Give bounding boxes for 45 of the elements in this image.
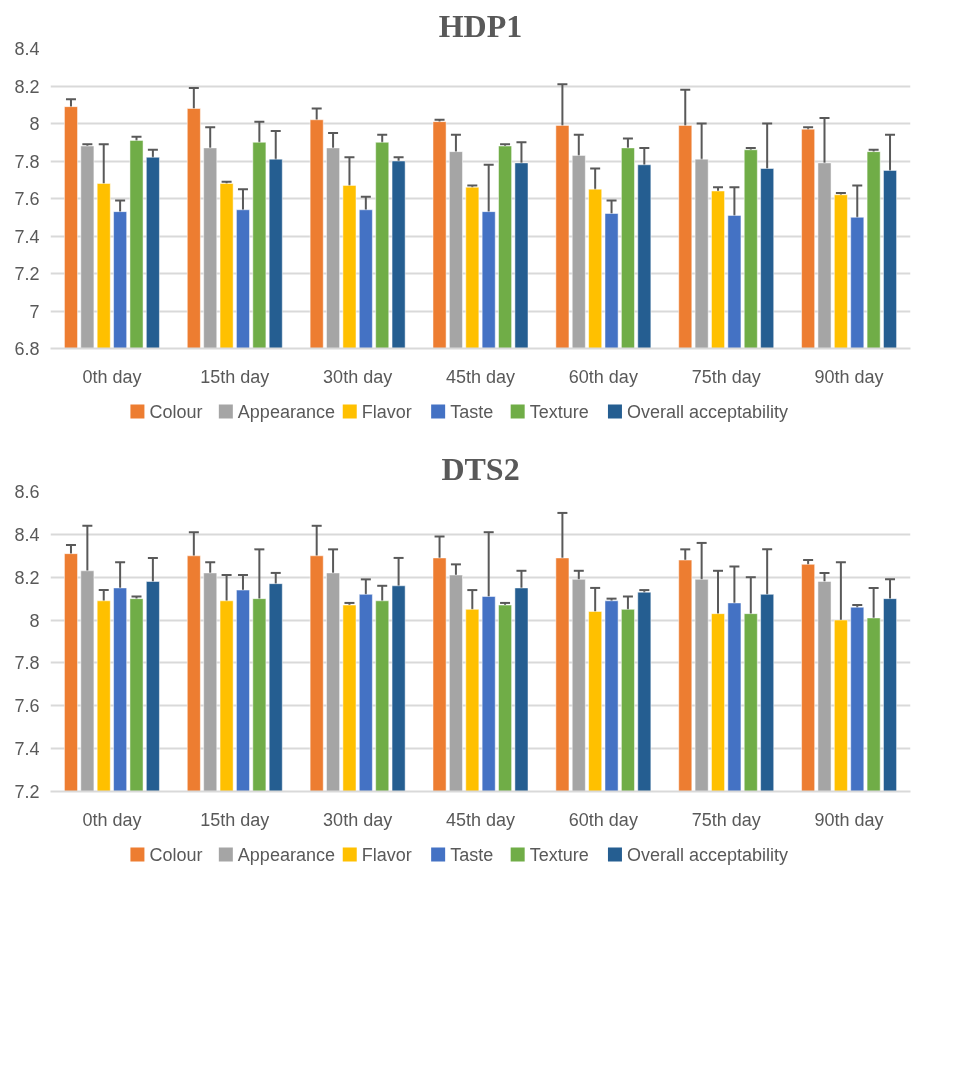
x-tick-label: 0th day: [82, 809, 142, 830]
legend-label: Texture: [529, 844, 589, 865]
y-tick-label: 7.2: [14, 782, 40, 802]
x-tick-label: 60th day: [568, 366, 638, 387]
y-tick-label: 7.6: [14, 189, 40, 209]
y-tick-label: 7.4: [14, 226, 40, 247]
x-tick-label: 75th day: [691, 809, 761, 830]
legend-label: Appearance: [237, 844, 335, 865]
legend-label: Flavor: [361, 844, 412, 865]
x-tick-label: 45th day: [445, 809, 516, 830]
x-tick-label: 90th day: [814, 366, 884, 387]
x-tick-label: 75th day: [691, 366, 761, 387]
chart-title: HDP1: [438, 7, 523, 44]
legend-label: Texture: [529, 401, 589, 422]
x-tick-label: 30th day: [323, 809, 393, 830]
y-tick-label: 7: [29, 301, 40, 322]
legend-label: Taste: [450, 844, 494, 865]
legend-label: Taste: [450, 401, 494, 422]
legend-label: Flavor: [361, 401, 412, 422]
y-tick-label: 7.4: [14, 739, 40, 760]
x-tick-label: 0th day: [82, 366, 142, 387]
legend-label: Colour: [149, 844, 203, 865]
legend-label: Overall acceptability: [626, 401, 789, 422]
y-tick-label: 6.8: [14, 339, 40, 359]
x-tick-label: 15th day: [200, 809, 270, 830]
x-tick-label: 15th day: [200, 366, 270, 387]
legend-label: Overall acceptability: [626, 844, 789, 865]
y-tick-label: 8: [29, 610, 40, 631]
legend-label: Appearance: [237, 401, 335, 422]
y-tick-label: 7.2: [14, 264, 40, 284]
x-tick-label: 45th day: [445, 366, 516, 387]
y-tick-label: 8.6: [14, 482, 40, 502]
y-tick-label: 8: [29, 114, 40, 134]
x-tick-label: 60th day: [568, 809, 638, 830]
y-tick-label: 7.8: [14, 151, 40, 172]
y-tick-label: 8.2: [14, 567, 40, 588]
y-tick-label: 8.2: [14, 76, 40, 97]
chart-title: DTS2: [441, 450, 520, 487]
y-tick-label: 8.4: [14, 524, 40, 545]
y-tick-label: 7.8: [14, 653, 40, 674]
x-tick-label: 30th day: [323, 366, 393, 387]
legend-label: Colour: [149, 401, 203, 422]
y-tick-label: 8.4: [14, 39, 40, 59]
x-tick-label: 90th day: [814, 809, 884, 830]
y-tick-label: 7.6: [14, 696, 40, 717]
